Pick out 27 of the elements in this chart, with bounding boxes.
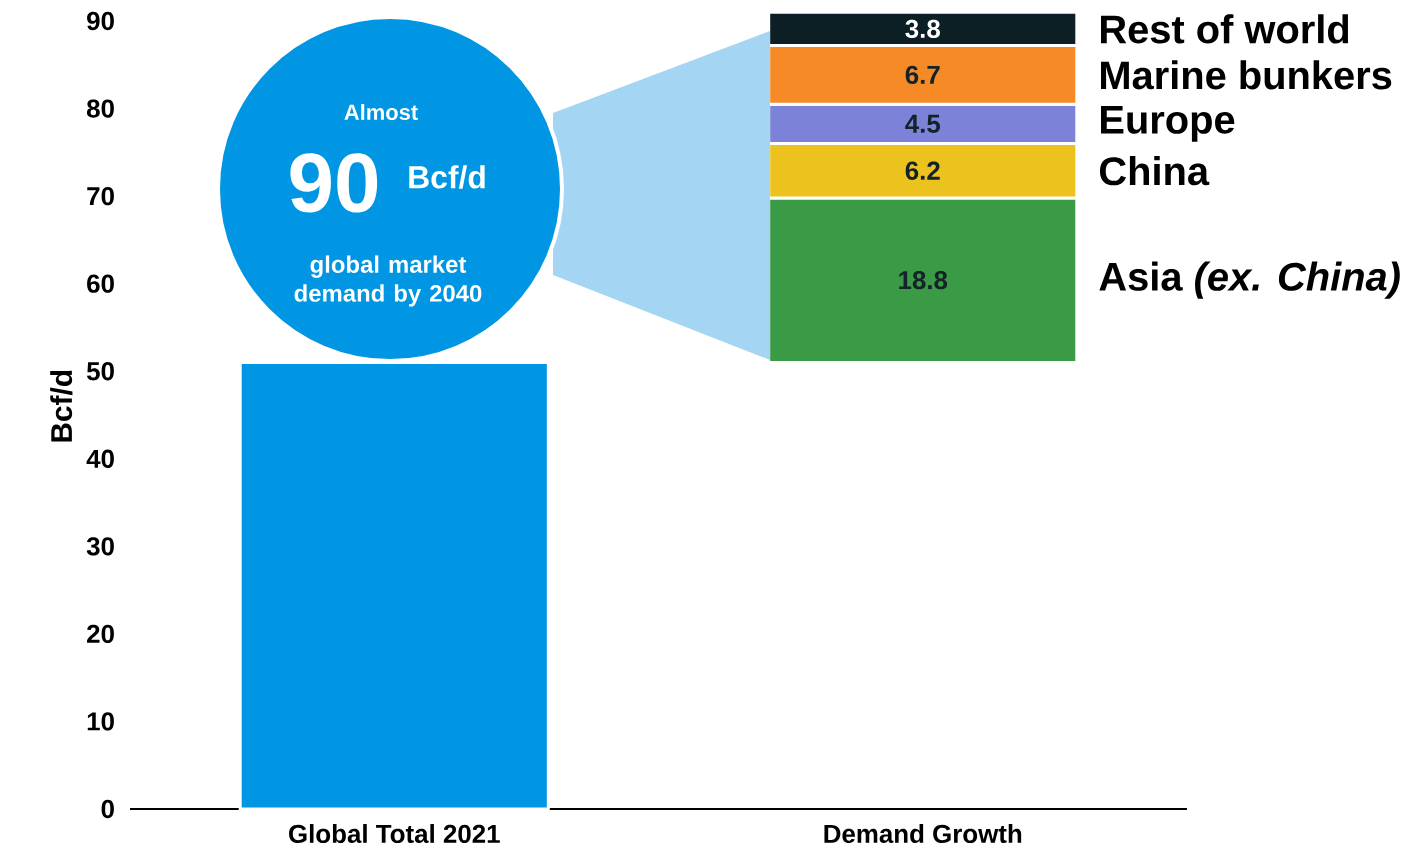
- y-axis-title: Bcf/d: [50, 370, 73, 442]
- y-tick-label: 30: [86, 537, 114, 556]
- data-label: 6.7: [905, 65, 940, 85]
- y-tick-label: 40: [86, 449, 114, 468]
- data-label: 6.2: [905, 161, 940, 180]
- x-tick-label: Global Total 2021: [289, 824, 500, 844]
- series-label: Asia (ex. China): [1099, 261, 1400, 299]
- annotation: 90: [290, 153, 378, 213]
- x-tick-label: Demand Growth: [824, 824, 1022, 844]
- y-tick-label: 50: [86, 362, 114, 381]
- series-label: Europe: [1101, 106, 1235, 142]
- series-label: Marine bunkers: [1101, 60, 1392, 90]
- y-tick-label: 80: [86, 99, 114, 118]
- data-label: 18.8: [899, 271, 948, 290]
- y-tick-label: 10: [87, 712, 114, 731]
- data-label: 3.8: [905, 19, 940, 39]
- y-tick-label: 70: [87, 186, 114, 206]
- y-tick-label: 60: [87, 274, 114, 293]
- annotation: global market demand by 2040: [294, 255, 482, 307]
- y-tick-label: 0: [101, 799, 114, 819]
- annotation: Almost: [344, 103, 418, 121]
- y-tick-label: 20: [87, 624, 114, 644]
- series-label: Rest of world: [1101, 14, 1349, 44]
- annotation: Bcf/d: [409, 165, 485, 189]
- y-tick-label: 90: [87, 11, 114, 31]
- series-label: China: [1099, 156, 1210, 186]
- data-label: 4.5: [905, 114, 941, 133]
